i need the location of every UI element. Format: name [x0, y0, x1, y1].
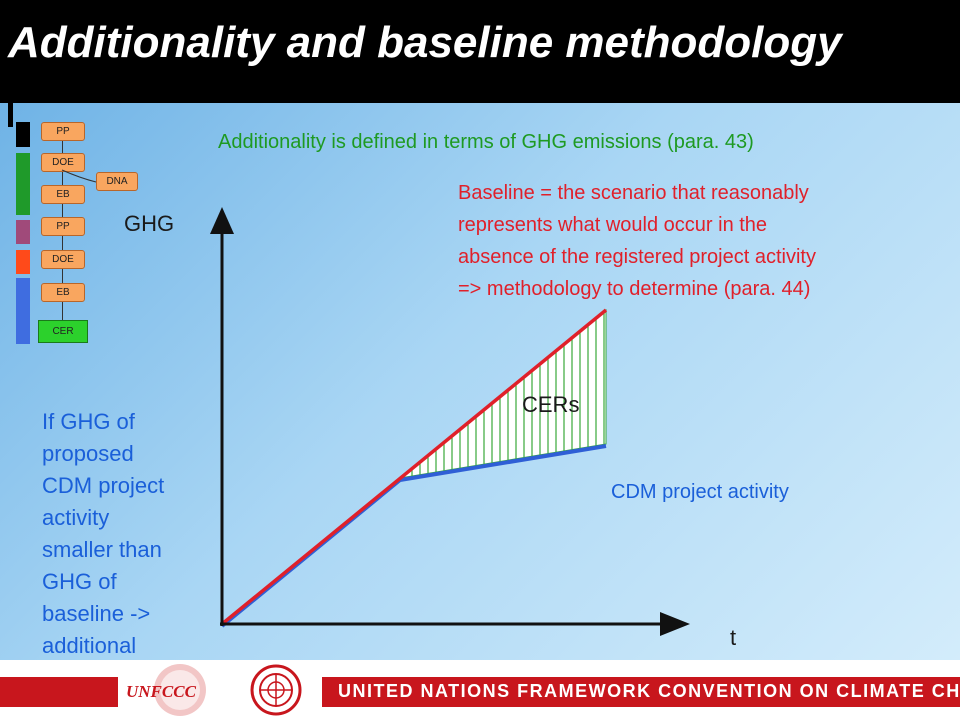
flow-step-pp-2: PP [41, 217, 85, 236]
flow-bar-green [16, 153, 30, 215]
baseline-definition: Baseline = the scenario that reasonably … [458, 177, 816, 305]
condition-line: additional [42, 633, 137, 658]
additionality-condition: If GHG of proposed CDM project activity … [42, 406, 164, 662]
condition-line: If GHG of [42, 409, 135, 434]
baseline-line: => methodology to determine (para. 44) [458, 278, 811, 300]
flow-connector [61, 169, 97, 183]
cdm-project-label: CDM project activity [611, 481, 789, 503]
un-emblem-icon [250, 664, 302, 716]
unfccc-logo: UNFCCC [126, 664, 206, 716]
svg-text:UNFCCC: UNFCCC [126, 682, 197, 701]
title-accent-mark [8, 103, 13, 127]
slide-title: Additionality and baseline methodology [8, 18, 842, 67]
additionality-definition: Additionality is defined in terms of GHG… [218, 131, 754, 153]
flow-arrow [62, 269, 63, 283]
flow-step-pp: PP [41, 122, 85, 141]
flow-arrow [62, 172, 63, 185]
flow-step-eb: EB [41, 185, 85, 204]
condition-line: smaller than [42, 537, 162, 562]
slide-background [0, 103, 960, 660]
condition-line: CDM project [42, 473, 165, 498]
x-axis-label: t [730, 625, 737, 650]
baseline-line-plot [220, 308, 608, 626]
condition-line: GHG of [42, 569, 117, 594]
cers-label: CERs [522, 392, 580, 417]
flow-arrow [62, 204, 63, 217]
footer-band [322, 677, 960, 707]
flow-step-dna: DNA [96, 172, 138, 191]
footer-org-name: UNITED NATIONS FRAMEWORK CONVENTION ON C… [338, 681, 960, 701]
flow-bar-black [16, 122, 30, 147]
flow-arrow [62, 141, 63, 153]
flow-step-eb-2: EB [41, 283, 85, 302]
title-bar: Additionality and baseline methodology [0, 0, 960, 103]
y-axis-label: GHG [124, 211, 175, 236]
flow-bar-orange [16, 250, 30, 274]
baseline-line: absence of the registered project activi… [458, 246, 816, 268]
x-axis-arrow [660, 612, 690, 636]
flow-bar-blue [16, 278, 30, 344]
flow-step-doe: DOE [41, 153, 85, 172]
flow-arrow [62, 302, 63, 320]
flow-bar-purple [16, 220, 30, 244]
condition-line: proposed [42, 441, 134, 466]
baseline-line: Baseline = the scenario that reasonably [458, 182, 809, 204]
footer-left-band [0, 677, 118, 707]
condition-line: activity [42, 505, 110, 530]
y-axis-arrow [210, 207, 234, 234]
project-cycle-flow: PP DOE EB PP DOE EB DNA CER [0, 110, 160, 370]
flow-arrow [62, 236, 63, 250]
condition-line: baseline -> [42, 601, 151, 626]
baseline-line: represents what would occur in the [458, 214, 768, 236]
flow-step-cer: CER [38, 320, 88, 343]
flow-step-doe-2: DOE [41, 250, 85, 269]
footer: UNFCCC UNITED NATIONS FRAMEWORK CONVENTI… [0, 660, 960, 720]
